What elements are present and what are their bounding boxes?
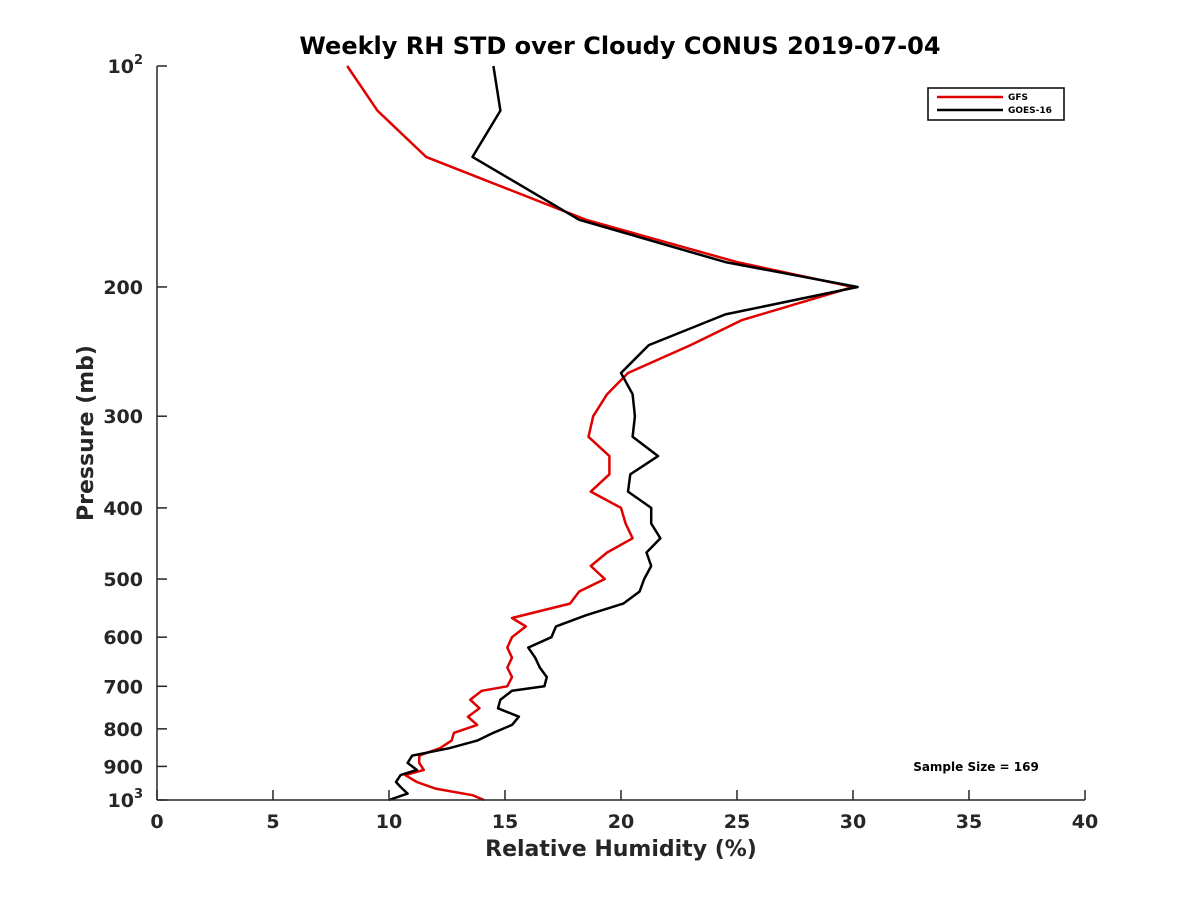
y-tick-label: 800 <box>103 719 143 741</box>
y-tick-label: 102 <box>108 53 144 78</box>
series-line-goes16 <box>388 65 859 802</box>
x-tick-label: 20 <box>608 811 634 833</box>
legend: GFS GOES-16 <box>927 87 1065 121</box>
x-tick-label: 40 <box>1072 811 1098 833</box>
y-tick-label: 900 <box>103 756 143 778</box>
y-tick-label: 600 <box>103 627 143 649</box>
series-line-gfs <box>346 65 855 802</box>
x-tick-label: 25 <box>724 811 750 833</box>
axes-layer: 0 5 10 15 20 25 30 35 40 102 200 300 400 500 600 700 800… <box>103 53 1098 833</box>
x-tick-label: 35 <box>956 811 982 833</box>
x-tick-label: 5 <box>266 811 279 833</box>
x-tick-label: 10 <box>376 811 402 833</box>
x-axis-label: Relative Humidity (%) <box>485 837 757 862</box>
y-tick-label: 700 <box>103 676 143 698</box>
legend-label-goes16: GOES-16 <box>1008 106 1052 116</box>
legend-box <box>927 87 1065 121</box>
y-tick-label: 300 <box>103 406 143 428</box>
chart-title: Weekly RH STD over Cloudy CONUS 2019-07-… <box>299 32 940 60</box>
y-tick-label: 103 <box>108 787 144 812</box>
x-tick-label: 0 <box>150 811 163 833</box>
y-axis-label: Pressure (mb) <box>74 345 99 521</box>
series-layer <box>346 65 859 802</box>
y-tick-label: 500 <box>103 569 143 591</box>
sample-size-annotation: Sample Size = 169 <box>913 760 1039 774</box>
y-tick-label: 400 <box>103 498 143 520</box>
y-tick-label: 200 <box>103 277 143 299</box>
legend-label-gfs: GFS <box>1008 93 1028 103</box>
x-tick-label: 15 <box>492 811 518 833</box>
x-tick-label: 30 <box>840 811 866 833</box>
